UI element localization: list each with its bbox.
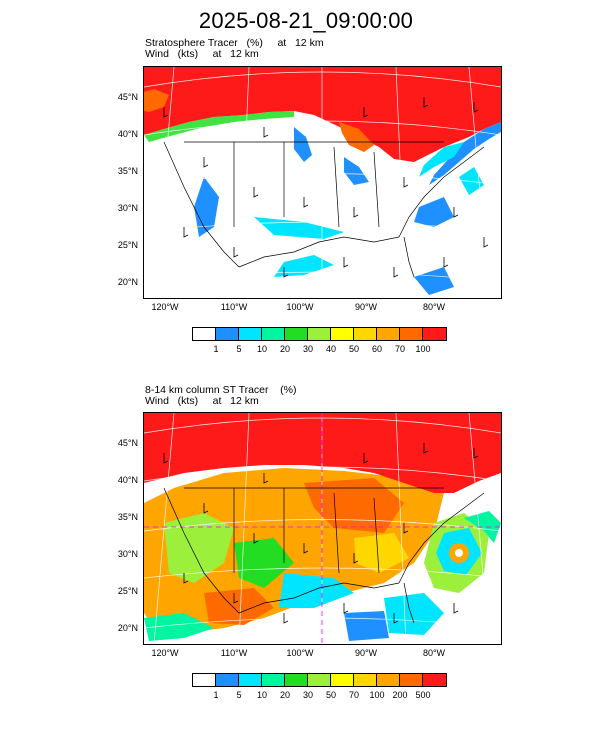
panel1-lon-label: 90°W bbox=[354, 302, 378, 312]
panel1-lat-label: 25°N bbox=[117, 240, 138, 250]
colorbar-swatch bbox=[331, 328, 354, 340]
panel2-lon-label: 100°W bbox=[286, 648, 314, 658]
colorbar-swatch bbox=[377, 328, 400, 340]
colorbar-swatch bbox=[216, 674, 239, 686]
colorbar-label: 10 bbox=[256, 344, 267, 354]
colorbar-swatch bbox=[262, 674, 285, 686]
panel1-lat-label: 35°N bbox=[117, 166, 138, 176]
colorbar-label: 500 bbox=[415, 690, 431, 700]
colorbar-label: 70 bbox=[348, 690, 359, 700]
panel2-lat-label: 25°N bbox=[117, 586, 138, 596]
colorbar-swatch bbox=[423, 674, 446, 686]
colorbar-label: 100 bbox=[415, 344, 431, 354]
colorbar-label: 10 bbox=[256, 690, 267, 700]
colorbar-swatch bbox=[308, 674, 331, 686]
colorbar-swatch bbox=[400, 674, 423, 686]
colorbar-label: 200 bbox=[392, 690, 408, 700]
panel2-lon-label: 120°W bbox=[151, 648, 179, 658]
colorbar-swatch bbox=[354, 674, 377, 686]
colorbar-swatch bbox=[239, 328, 262, 340]
colorbar-label: 40 bbox=[325, 344, 336, 354]
colorbar-label: 60 bbox=[371, 344, 382, 354]
colorbar-label: 20 bbox=[279, 344, 290, 354]
colorbar-swatch bbox=[308, 328, 331, 340]
panel1-colorbar bbox=[192, 327, 447, 341]
panel2-lat-label: 40°N bbox=[117, 475, 138, 485]
panel2-lat-label: 20°N bbox=[117, 623, 138, 633]
panel2-lat-label: 45°N bbox=[117, 438, 138, 448]
colorbar-label: 1 bbox=[213, 690, 219, 700]
panel2-lat-label: 35°N bbox=[117, 512, 138, 522]
colorbar-label: 50 bbox=[325, 690, 336, 700]
panel2-title-line2: Wind (kts) at 12 km bbox=[145, 395, 259, 407]
colorbar-label: 5 bbox=[236, 344, 242, 354]
plot-title: 2025-08-21_09:00:00 bbox=[198, 8, 414, 33]
colorbar-swatch bbox=[354, 328, 377, 340]
colorbar-label: 70 bbox=[394, 344, 405, 354]
panel1-lon-label: 100°W bbox=[286, 302, 314, 312]
panel1-tracer-red bbox=[144, 67, 501, 162]
colorbar-label: 30 bbox=[302, 690, 313, 700]
panel1-wind-barbs bbox=[163, 97, 489, 278]
panel1-lon-label: 110°W bbox=[220, 302, 248, 312]
colorbar-swatch bbox=[285, 328, 308, 340]
colorbar-swatch bbox=[262, 328, 285, 340]
colorbar-label: 30 bbox=[302, 344, 313, 354]
colorbar-swatch bbox=[400, 328, 423, 340]
colorbar-swatch bbox=[193, 328, 216, 340]
panel2-title-line1: 8-14 km column ST Tracer (%) bbox=[145, 384, 297, 396]
panel1-lon-label: 80°W bbox=[422, 302, 446, 312]
colorbar-swatch bbox=[285, 674, 308, 686]
panel2-lon-label: 110°W bbox=[220, 648, 248, 658]
panel1-lon-label: 120°W bbox=[151, 302, 179, 312]
panel1-map bbox=[143, 66, 502, 299]
colorbar-swatch bbox=[239, 674, 262, 686]
panel2-colorbar bbox=[192, 673, 447, 687]
colorbar-swatch bbox=[216, 328, 239, 340]
panel1-title-line2: Wind (kts) at 12 km bbox=[145, 48, 259, 60]
panel1-lat-label: 40°N bbox=[117, 129, 138, 139]
panel2-wind-barbs bbox=[163, 443, 479, 624]
panel1-title-line1: Stratosphere Tracer (%) at 12 km bbox=[145, 37, 324, 49]
panel1-lat-label: 20°N bbox=[117, 277, 138, 287]
panel1-lat-label: 45°N bbox=[117, 92, 138, 102]
colorbar-swatch bbox=[377, 674, 400, 686]
panel2-lat-label: 30°N bbox=[117, 549, 138, 559]
panel2-lon-label: 90°W bbox=[354, 648, 378, 658]
panel2-map bbox=[143, 412, 502, 645]
colorbar-label: 5 bbox=[236, 690, 242, 700]
colorbar-swatch bbox=[423, 328, 446, 340]
panel1-lat-label: 30°N bbox=[117, 203, 138, 213]
colorbar-label: 100 bbox=[369, 690, 385, 700]
colorbar-swatch bbox=[193, 674, 216, 686]
panel2-lon-label: 80°W bbox=[422, 648, 446, 658]
colorbar-label: 1 bbox=[213, 344, 219, 354]
colorbar-label: 50 bbox=[348, 344, 359, 354]
colorbar-label: 20 bbox=[279, 690, 290, 700]
colorbar-swatch bbox=[331, 674, 354, 686]
